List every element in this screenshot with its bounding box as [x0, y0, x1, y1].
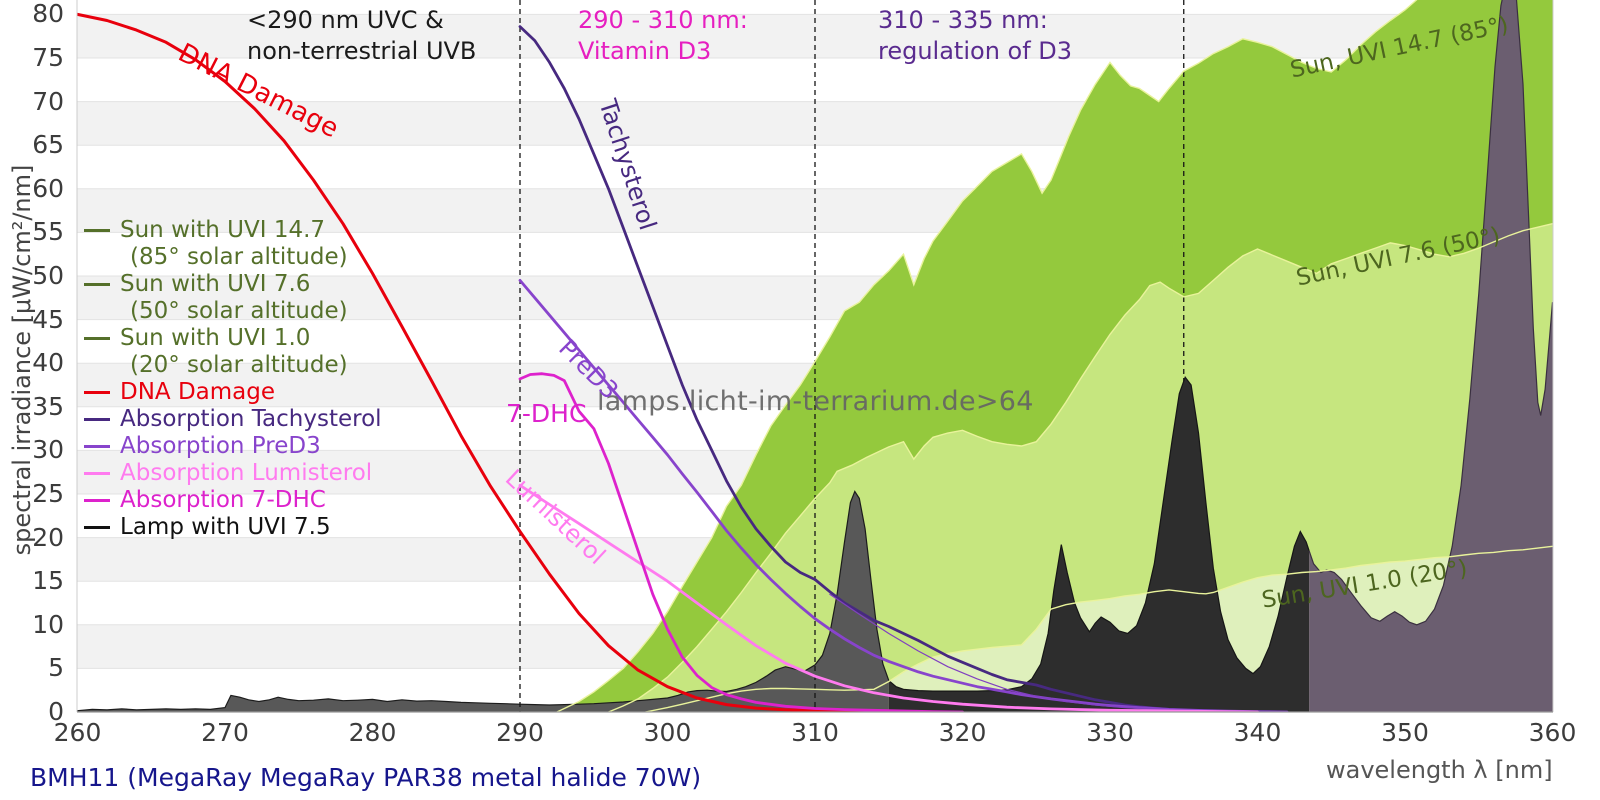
curve-absorption-lumisterol	[518, 483, 1259, 712]
legend-dash-0	[84, 229, 110, 232]
annotation-vitamin-d3-region: 290 - 310 nm: Vitamin D3	[578, 5, 748, 67]
annotation-reg-line2: regulation of D3	[878, 37, 1073, 65]
y-tick-label-10: 10	[32, 609, 64, 639]
legend-sublabel-0: (85° solar altitude)	[130, 244, 348, 270]
y-axis-title: spectral irradiance [μW/cm²/nm]	[8, 164, 36, 556]
y-tick-label-40: 40	[32, 348, 64, 378]
curve-dna-damage	[77, 12, 935, 712]
y-tick-label-30: 30	[32, 435, 64, 465]
legend-label-2: Sun with UVI 1.0	[120, 325, 311, 351]
legend-item-7: Absorption 7-DHC	[84, 487, 382, 514]
y-tick-label-75: 75	[32, 43, 64, 72]
y-tick-label-0: 0	[48, 697, 64, 726]
sun-7-6-edge-line	[608, 223, 1553, 712]
legend-dash-7	[84, 499, 110, 502]
x-tick-label-280: 280	[348, 718, 397, 747]
lamp-spectrum-area-uvb2-black	[888, 377, 1310, 712]
chart-caption: BMH11 (MegaRay MegaRay PAR38 metal halid…	[30, 763, 702, 792]
annotation-uvc-line1: <290 nm UVC &	[247, 6, 444, 34]
legend-item-3: DNA Damage	[84, 379, 382, 406]
curve-absorption-tachysterol	[518, 25, 1259, 712]
y-tick-label-60: 60	[32, 173, 64, 203]
lamp-spectrum-outline	[77, 490, 890, 712]
x-tick-label-260: 260	[53, 718, 102, 747]
curve-absorption-7-dhc	[518, 372, 964, 712]
x-tick-label-300: 300	[643, 718, 692, 747]
legend-label-5: Absorption PreD3	[120, 433, 321, 459]
annotation-reg-line1: 310 - 335 nm:	[878, 6, 1048, 34]
x-tick-label-360: 360	[1528, 718, 1577, 747]
y-tick-label-45: 45	[32, 304, 64, 334]
annotation-regulation-region: 310 - 335 nm: regulation of D3	[878, 5, 1072, 67]
legend-item-6: Absorption Lumisterol	[84, 460, 382, 487]
sun-1-0-edge-line	[645, 545, 1553, 712]
x-tick-label-320: 320	[938, 718, 987, 747]
x-tick-label-340: 340	[1233, 718, 1282, 747]
legend-label-1: Sun with UVI 7.6	[120, 271, 311, 297]
y-tick-label-70: 70	[32, 86, 64, 116]
x-tick-label-270: 270	[201, 718, 249, 747]
x-axis-title: wavelength λ [nm]	[1326, 756, 1553, 784]
legend-item-5: Absorption PreD3	[84, 433, 382, 460]
legend-item-0: Sun with UVI 14.7	[84, 217, 382, 244]
y-tick-label-25: 25	[32, 479, 64, 508]
watermark-text: lamps.licht-im-terrarium.de>64	[597, 386, 1034, 417]
annotation-uvc-line2: non-terrestrial UVB	[247, 37, 477, 65]
legend: Sun with UVI 14.7 (85° solar altitude) Sun…	[84, 217, 382, 541]
y-tick-label-80: 80	[32, 0, 64, 29]
x-tick-label-290: 290	[496, 718, 544, 747]
legend-label-3: DNA Damage	[120, 379, 276, 405]
legend-dash-1	[84, 283, 110, 286]
y-tick-label-20: 20	[32, 522, 64, 552]
y-tick-label-35: 35	[32, 391, 64, 421]
legend-label-6: Absorption Lumisterol	[120, 460, 373, 486]
y-tick-label-15: 15	[32, 566, 64, 596]
lamp-spectrum-area-uvb-gray	[77, 491, 889, 712]
legend-item-8: Lamp with UVI 7.5	[84, 514, 382, 541]
legend-dash-5	[84, 445, 110, 448]
curve-absorption-pred3	[518, 279, 1289, 712]
y-tick-label-55: 55	[32, 217, 64, 247]
legend-label-0: Sun with UVI 14.7	[120, 217, 326, 243]
legend-dash-2	[84, 337, 110, 340]
lamp-spectrum-outline	[1308, 0, 1553, 626]
legend-item-1: Sun with UVI 7.6	[84, 271, 382, 298]
legend-dash-8	[84, 526, 110, 529]
x-tick-label-330: 330	[1086, 718, 1134, 747]
legend-label-7: Absorption 7-DHC	[120, 487, 326, 513]
curve-label-7dhc: 7-DHC	[506, 399, 587, 428]
annotation-d3-line1: 290 - 310 nm:	[578, 6, 748, 34]
legend-dash-6	[84, 472, 110, 475]
lamp-spectrum-area-uva-purple	[1309, 0, 1553, 712]
sun-14-7-edge-line	[556, 0, 1418, 712]
x-tick-label-350: 350	[1381, 718, 1429, 747]
y-tick-label-5: 5	[48, 653, 64, 683]
legend-sublabel-1: (50° solar altitude)	[130, 298, 348, 324]
legend-item-2: Sun with UVI 1.0	[84, 325, 382, 352]
legend-dash-3	[84, 391, 110, 394]
annotation-uvc-region: <290 nm UVC & non-terrestrial UVB	[247, 5, 476, 67]
legend-dash-4	[84, 418, 110, 421]
legend-sublabel-2: (20° solar altitude)	[130, 352, 348, 378]
x-tick-label-310: 310	[791, 718, 839, 747]
y-tick-label-50: 50	[32, 261, 64, 290]
legend-label-8: Lamp with UVI 7.5	[120, 514, 331, 540]
y-tick-label-65: 65	[32, 130, 64, 160]
legend-item-4: Absorption Tachysterol	[84, 406, 382, 433]
legend-label-4: Absorption Tachysterol	[120, 406, 382, 432]
annotation-d3-line2: Vitamin D3	[578, 37, 712, 65]
